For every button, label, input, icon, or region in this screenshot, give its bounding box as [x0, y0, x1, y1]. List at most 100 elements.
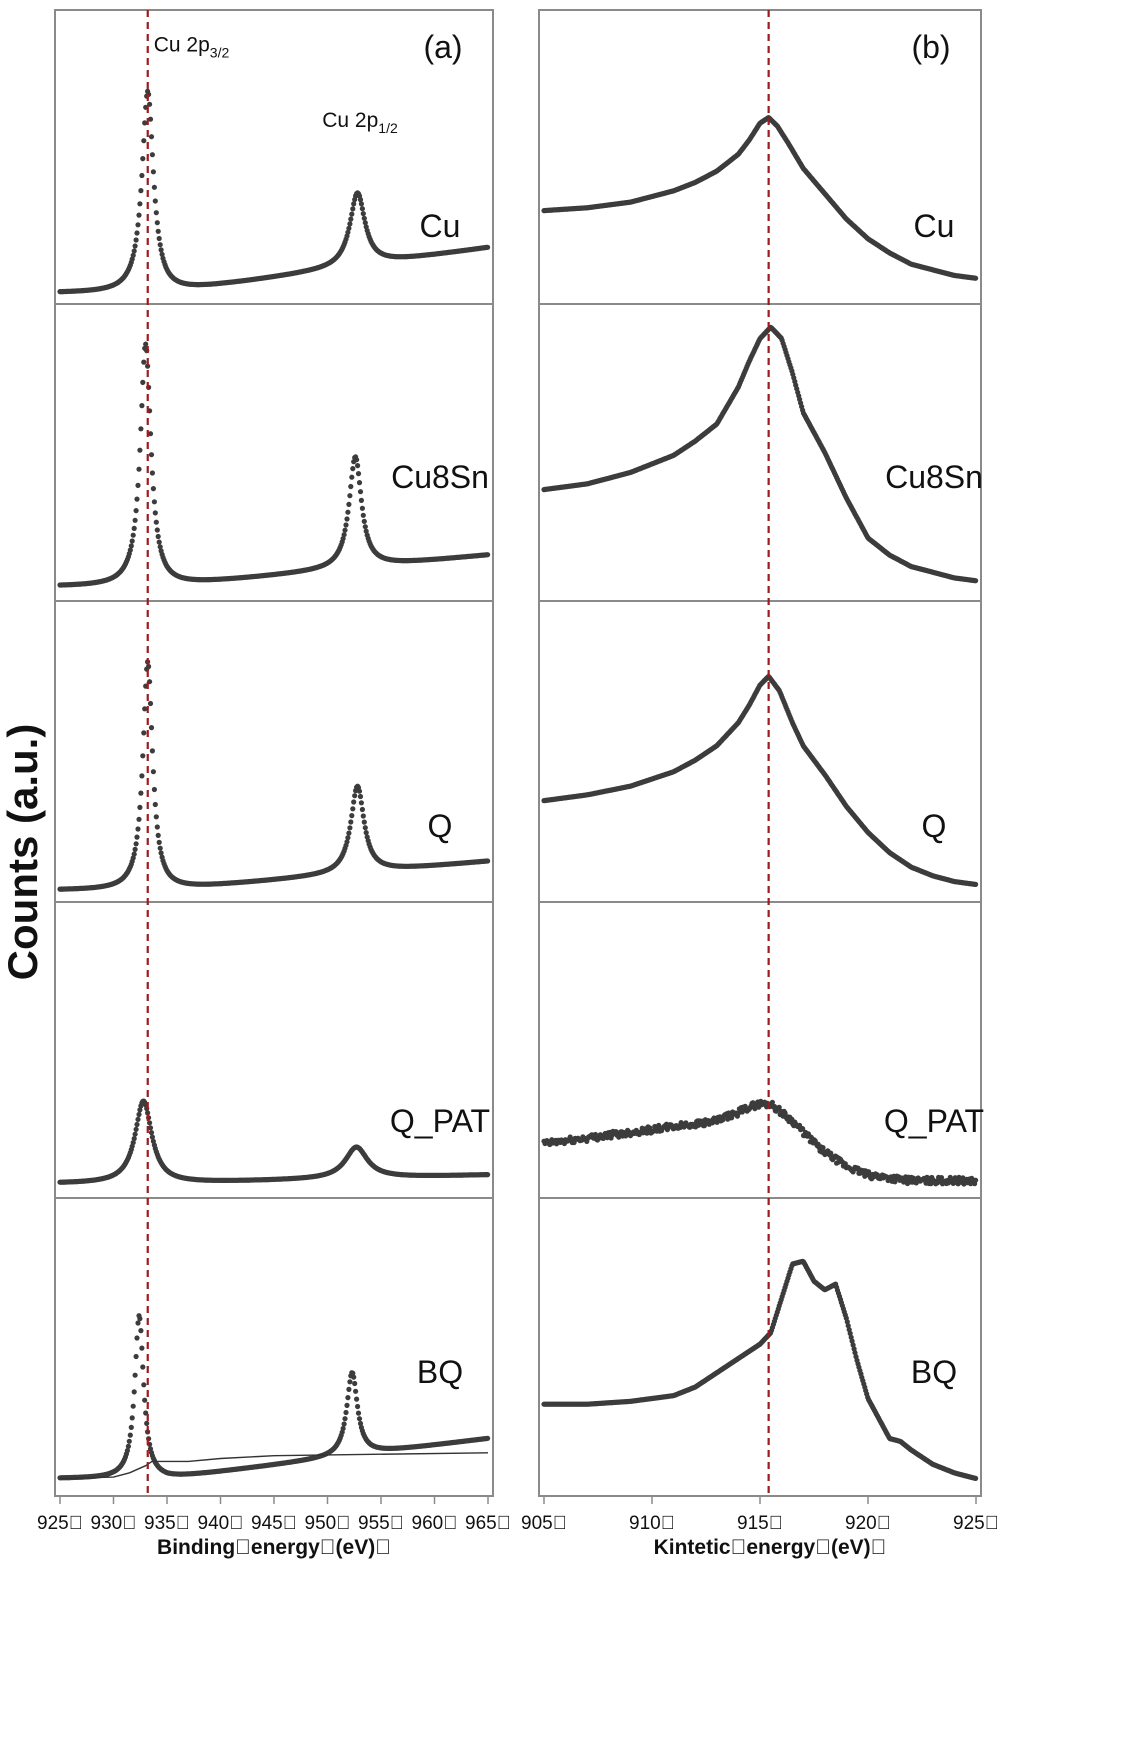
data-point	[135, 826, 141, 832]
data-point	[130, 855, 136, 861]
data-point	[350, 206, 356, 212]
data-point	[485, 1435, 491, 1441]
data-point	[129, 1415, 135, 1421]
data-point	[342, 1416, 348, 1422]
data-point	[353, 1388, 359, 1394]
data-point	[343, 522, 349, 528]
data-point	[134, 834, 140, 840]
series-label: BQ	[911, 1354, 957, 1390]
data-point	[360, 813, 366, 819]
data-point	[361, 215, 367, 221]
data-point	[357, 489, 364, 495]
data-point	[355, 1410, 362, 1416]
data-point	[152, 801, 158, 808]
x-tick-label: 930 	[91, 1513, 137, 1534]
data-point	[346, 501, 352, 507]
data-point	[145, 363, 151, 369]
data-point	[355, 463, 361, 469]
data-point	[153, 210, 159, 216]
data-point	[152, 510, 158, 516]
data-point	[141, 730, 147, 736]
data-point	[143, 341, 149, 347]
peak-label: Cu 2p1/2	[322, 109, 398, 136]
data-point	[137, 447, 143, 453]
data-series-cu	[541, 115, 979, 281]
data-point	[132, 1372, 138, 1378]
x-tick-label: 955 	[358, 1513, 404, 1534]
data-point	[150, 169, 156, 175]
data-series-q	[57, 659, 491, 892]
data-point	[151, 184, 157, 190]
data-point	[156, 539, 162, 545]
data-point	[938, 1175, 945, 1181]
data-point	[150, 486, 156, 492]
data-point	[135, 222, 141, 228]
data-point	[148, 1130, 155, 1136]
data-point	[138, 1328, 144, 1334]
series-label: BQ	[417, 1354, 463, 1390]
data-point	[345, 835, 351, 841]
data-series-cu8sn	[57, 341, 491, 588]
data-point	[344, 516, 350, 522]
x-tick-label: 925 	[953, 1513, 999, 1534]
data-point	[134, 496, 140, 502]
x-tick-label: 915 	[737, 1513, 783, 1534]
subplot-cu: Cu	[54, 9, 494, 305]
data-point	[363, 528, 369, 534]
data-point	[357, 793, 364, 800]
data-point	[350, 466, 356, 472]
data-point	[361, 518, 367, 525]
data-point	[131, 1136, 137, 1142]
data-point	[356, 788, 363, 794]
subplot-bq: BQ	[538, 1197, 982, 1497]
data-point	[147, 116, 154, 122]
data-point	[358, 201, 364, 207]
data-point	[362, 220, 368, 226]
data-point	[973, 881, 979, 888]
data-point	[147, 431, 154, 437]
data-point	[485, 552, 491, 558]
data-point	[358, 800, 364, 806]
data-point	[138, 426, 144, 432]
data-point	[820, 1145, 826, 1151]
data-point	[136, 212, 142, 218]
data-point	[347, 1379, 353, 1385]
x-tick-label: 920 	[845, 1513, 891, 1534]
x-tick-label: 965 	[465, 1513, 511, 1534]
subplot-frame	[54, 1197, 494, 1497]
x-axis-title: Kintetic energy (eV) 	[654, 1536, 887, 1559]
x-tick-label: 935 	[144, 1513, 190, 1534]
data-point	[351, 201, 357, 207]
subplot-frame	[538, 600, 982, 903]
data-point	[126, 1438, 132, 1444]
data-point	[149, 470, 155, 476]
data-point	[128, 1424, 134, 1430]
data-point	[148, 452, 155, 458]
data-point	[343, 1409, 349, 1416]
subplot-cu8sn: Cu8Sn	[538, 303, 983, 602]
data-point	[358, 497, 364, 503]
data-point	[153, 814, 159, 820]
data-point	[345, 229, 351, 235]
data-point	[485, 1172, 491, 1178]
data-point	[155, 832, 161, 839]
data-point	[363, 830, 369, 836]
data-point	[147, 101, 153, 107]
series-label: Cu	[914, 208, 955, 244]
x-tick-label: 940 	[198, 1513, 244, 1534]
data-point	[158, 247, 164, 253]
data-point	[361, 819, 367, 825]
data-point	[347, 493, 353, 499]
data-point	[133, 841, 139, 847]
data-point	[359, 806, 365, 813]
data-point	[144, 1420, 150, 1426]
subplot-frame	[54, 303, 494, 602]
data-point	[141, 138, 147, 144]
data-point	[342, 527, 348, 533]
data-point	[140, 379, 146, 385]
peak-label: Cu 2p3/2	[154, 33, 230, 60]
data-point	[355, 471, 362, 477]
data-point	[139, 773, 145, 779]
